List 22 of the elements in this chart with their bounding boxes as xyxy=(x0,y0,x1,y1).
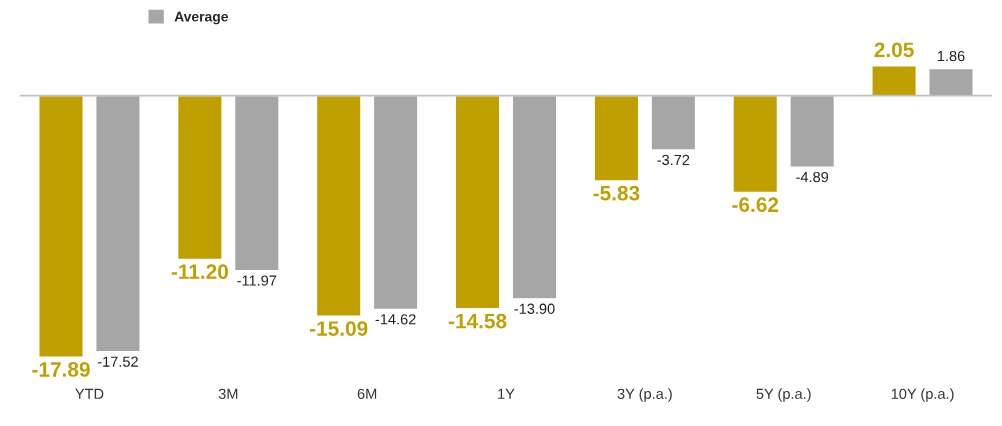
data-label: -15.09 xyxy=(309,321,368,336)
data-label: -5.83 xyxy=(593,185,640,201)
data-label: -17.89 xyxy=(32,362,90,377)
data-label: -3.72 xyxy=(657,154,690,166)
data-label: -14.62 xyxy=(375,314,416,325)
x-tick-label: 3Y (p.a.) xyxy=(617,388,672,402)
legend-label: Average xyxy=(174,11,228,25)
x-tick-label: 3M xyxy=(218,388,238,399)
data-label: -11.20 xyxy=(171,264,228,280)
data-label: -13.90 xyxy=(514,303,555,314)
x-tick-label: 1Y xyxy=(498,388,515,399)
x-tick-label: 5Y (p.a.) xyxy=(756,388,811,402)
data-label: -14.58 xyxy=(448,313,507,329)
data-label: 1.86 xyxy=(937,50,965,62)
data-label: -11.97 xyxy=(237,275,277,286)
data-label: -4.89 xyxy=(796,171,829,183)
data-label: -17.52 xyxy=(97,356,138,367)
data-label: 2.05 xyxy=(874,42,914,58)
x-tick-label: 10Y (p.a.) xyxy=(891,388,954,402)
data-label: -6.62 xyxy=(732,197,779,213)
x-tick-label: 6M xyxy=(357,388,377,399)
x-tick-label: YTD xyxy=(75,388,104,399)
